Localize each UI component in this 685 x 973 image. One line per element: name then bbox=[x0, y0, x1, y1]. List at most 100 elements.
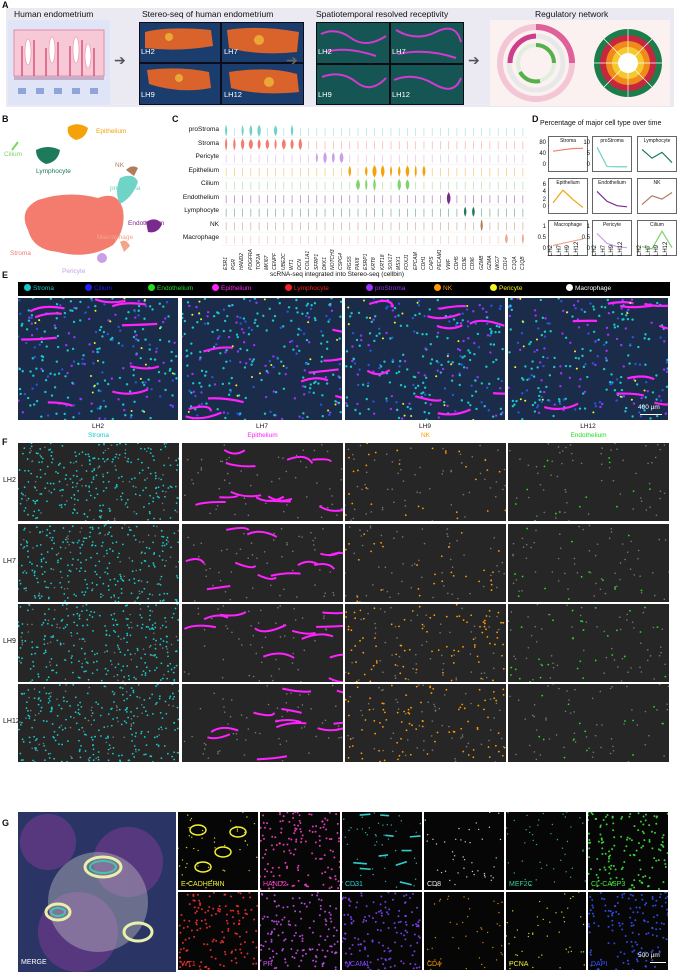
map-dot bbox=[439, 623, 442, 625]
signal-dot bbox=[197, 849, 199, 852]
signal-dot bbox=[537, 924, 539, 927]
map-dot bbox=[379, 608, 382, 610]
signal-dot bbox=[371, 868, 374, 870]
map-dot bbox=[29, 668, 32, 670]
map-dot bbox=[492, 690, 495, 693]
violin-gene-label: MKI67 bbox=[264, 255, 271, 270]
map-dot bbox=[97, 751, 100, 753]
map-dot bbox=[140, 627, 143, 629]
map-dot bbox=[485, 310, 488, 314]
map-dot bbox=[547, 663, 550, 666]
map-dot bbox=[555, 512, 557, 515]
map-dot bbox=[372, 318, 375, 321]
map-dot bbox=[117, 720, 119, 723]
map-dot bbox=[69, 705, 71, 707]
signal-dot bbox=[430, 968, 432, 970]
map-dot bbox=[154, 472, 157, 474]
map-dot bbox=[66, 349, 69, 352]
map-dot bbox=[634, 379, 637, 382]
map-dot bbox=[643, 409, 646, 412]
map-dot bbox=[490, 574, 492, 577]
map-dot bbox=[307, 693, 310, 696]
map-dot bbox=[423, 740, 425, 742]
map-dot bbox=[308, 752, 310, 754]
map-dot bbox=[247, 333, 251, 336]
map-dot bbox=[91, 470, 94, 473]
signal-dot bbox=[252, 962, 255, 965]
map-dot bbox=[359, 334, 363, 337]
map-dot bbox=[589, 572, 592, 574]
celltype-map bbox=[345, 684, 506, 762]
map-dot bbox=[120, 723, 123, 726]
map-dot bbox=[53, 386, 57, 389]
umap-label-stroma: Stroma bbox=[10, 250, 31, 257]
map-dot bbox=[85, 670, 87, 673]
map-dot bbox=[26, 499, 28, 502]
signal-dot bbox=[662, 834, 665, 837]
epithelium-trace bbox=[112, 388, 149, 395]
map-dot bbox=[102, 473, 104, 476]
map-dot bbox=[71, 381, 74, 385]
signal-dot bbox=[566, 812, 568, 813]
map-dot bbox=[141, 469, 144, 472]
map-dot bbox=[130, 414, 133, 417]
map-dot bbox=[579, 614, 582, 617]
signal-dot bbox=[310, 813, 313, 816]
map-dot bbox=[105, 673, 108, 676]
signal-dot bbox=[395, 931, 398, 934]
signal-dot bbox=[409, 962, 412, 965]
map-background bbox=[18, 604, 179, 682]
signal-dot bbox=[296, 949, 299, 952]
map-dot bbox=[86, 692, 89, 695]
map-dot bbox=[642, 611, 645, 614]
violin-mark bbox=[463, 206, 467, 217]
map-dot bbox=[490, 579, 493, 582]
map-dot bbox=[24, 570, 26, 572]
signal-dot bbox=[278, 842, 281, 845]
map-dot bbox=[153, 553, 155, 555]
signal-dot bbox=[321, 872, 324, 875]
map-dot bbox=[236, 394, 239, 397]
map-dot bbox=[50, 707, 53, 709]
map-dot bbox=[113, 692, 116, 694]
map-dot bbox=[496, 564, 498, 567]
signal-dot bbox=[645, 813, 648, 816]
map-dot bbox=[353, 611, 356, 614]
map-dot bbox=[222, 411, 226, 414]
map-dot bbox=[203, 374, 207, 377]
signal-dot bbox=[305, 885, 308, 888]
map-dot bbox=[97, 703, 100, 706]
signal-dot bbox=[444, 870, 447, 872]
map-dot bbox=[250, 624, 252, 627]
map-dot bbox=[461, 734, 464, 736]
map-dot bbox=[42, 557, 45, 560]
map-dot bbox=[656, 626, 659, 629]
signal-dot bbox=[324, 918, 327, 921]
map-dot bbox=[117, 342, 121, 345]
map-dot bbox=[431, 520, 434, 521]
violin-gene-label: ESR1 bbox=[223, 256, 229, 270]
signal-dot bbox=[549, 921, 551, 923]
signal-dot bbox=[498, 911, 500, 914]
signal-dot bbox=[481, 838, 483, 840]
map-dot bbox=[496, 586, 498, 589]
celltype-map bbox=[18, 524, 179, 602]
signal-dot bbox=[588, 856, 591, 859]
map-dot bbox=[161, 544, 164, 547]
map-dot bbox=[651, 571, 654, 574]
epithelium-trace bbox=[262, 652, 295, 659]
map-dot bbox=[552, 684, 554, 685]
map-dot bbox=[207, 757, 210, 759]
signal-dot bbox=[222, 965, 225, 968]
signal-dot bbox=[300, 841, 303, 844]
map-dot bbox=[631, 621, 634, 623]
map-dot bbox=[46, 528, 49, 531]
map-dot bbox=[609, 687, 612, 690]
signal-dot bbox=[512, 910, 514, 912]
map-dot bbox=[138, 494, 141, 497]
map-dot bbox=[539, 676, 542, 679]
signal-dot bbox=[542, 812, 544, 815]
epithelium-trace bbox=[437, 408, 471, 416]
map-dot bbox=[508, 620, 510, 623]
map-dot bbox=[345, 401, 348, 405]
